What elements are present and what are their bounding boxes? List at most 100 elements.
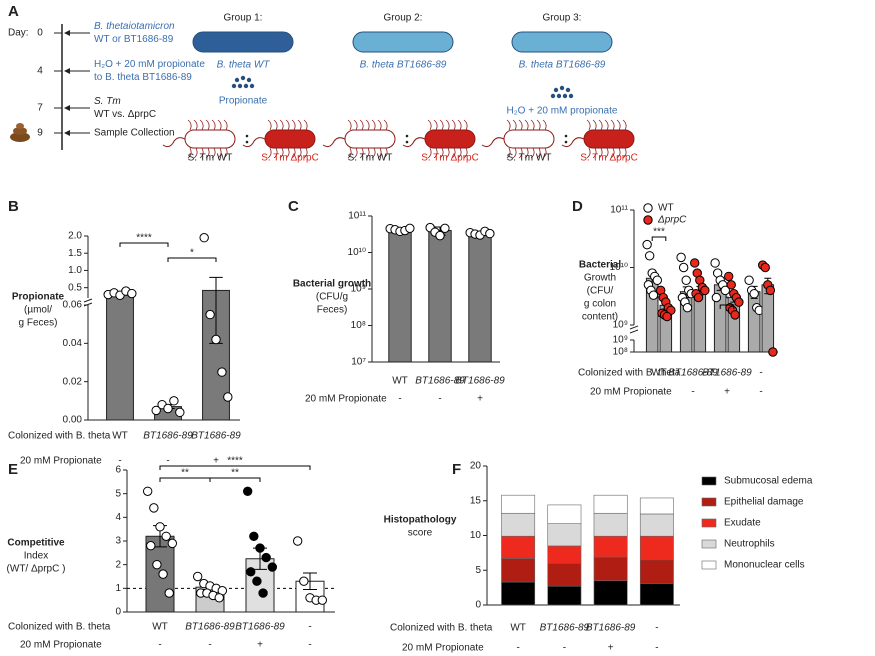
y-tick-label: 2.0 [68,231,82,242]
flagellum-tail [322,137,346,148]
data-point [142,486,153,496]
bar-segment [593,494,628,514]
data-point [223,392,233,402]
panel-letter: C [288,198,299,215]
data-point [435,230,445,241]
x-tick-label: BT1686-89 [455,376,505,387]
flagellum [371,119,376,159]
flagellum [616,119,621,159]
y-tick-label: 0.02 [63,376,83,387]
y-axis-label: Growth [584,273,616,284]
data-point [199,233,209,243]
y-tick-label: 5 [475,565,481,576]
propionate-flag: - [759,387,762,398]
strain-right: S. Tm ΔprpC [261,153,319,164]
propionate-molecule [562,93,568,99]
propionate-molecule [243,83,249,89]
significance-label: ** [231,468,239,479]
bar-segment [501,494,536,514]
y-axis-label: Histopathology [384,515,457,526]
y-tick-label: 10⁹ [351,284,366,295]
poop-icon [10,123,30,142]
propionate-flag: - [655,643,658,654]
bar-segment [639,559,674,584]
significance-bracket [167,257,217,262]
y-tick-label: 10⁹ [613,335,628,346]
data-point [217,367,227,377]
propionate-molecule [559,85,565,91]
propionate-molecule [565,87,571,93]
event-text: S. Tm [94,96,121,107]
flagellum [586,119,591,159]
bacterium [162,119,236,159]
bar-segment [501,581,536,606]
cell [583,129,635,149]
data-point [127,288,137,299]
propionate-molecule [568,93,574,99]
data-point [440,223,450,234]
x-tick-label: WT [651,368,667,379]
y-axis-label: Propionate [12,292,65,303]
strain-right: S. Tm ΔprpC [421,153,479,164]
data-point [734,297,744,307]
significance-bracket [159,465,311,470]
flagellum [273,119,278,159]
arrow-head [64,30,70,36]
y-tick-label: 3 [115,536,121,547]
data-point [726,280,736,290]
propionate-flag: - [691,387,694,398]
data-point [267,562,278,572]
panel-a: A [8,3,63,150]
data-point [249,531,259,541]
cell [344,129,396,149]
x-tick-label: BT1686-89 [235,622,285,633]
propionate-molecule [240,75,246,81]
bar-segment [547,504,582,524]
treatment: H₂O + 20 mM propionate [507,106,618,117]
legend-swatch [701,476,717,486]
row-label: 20 mM Propionate [590,387,672,398]
flagellum [451,119,456,159]
propionate-flag: - [208,640,211,651]
y-tick-label: 0.06 [63,300,83,311]
strain-right: S. Tm ΔprpC [580,153,638,164]
propionate-flag: - [438,394,441,405]
x-tick-label: BT1686-89 [185,622,235,633]
significance-label: * [725,295,729,306]
propionate-flag: - [158,640,161,651]
x-tick-label: BT1686-89 [586,623,636,634]
bar-segment [547,562,582,587]
strain: B. theta BT1686-89 [360,60,447,71]
data-point [164,588,174,598]
legend-label: Mononuclear cells [724,560,805,571]
data-point [214,593,224,603]
event-text: to B. theta BT1686-89 [94,72,192,83]
data-point [161,531,171,541]
legend-swatch [701,560,717,570]
row-label: Colonized with B. theta [578,368,681,379]
bar-segment [547,523,582,547]
bar-segment [593,580,628,606]
x-tick-label: BT1686-89 [540,623,590,634]
data-point [676,252,686,263]
data-point [151,405,161,416]
significance-label: *** [653,227,665,238]
bar [761,284,775,353]
strain: B. theta WT [217,60,271,71]
y-tick-label: 0.04 [63,338,83,349]
strain-left: S. Tm WT [507,153,552,164]
data-point [768,347,778,357]
data-point [642,239,652,250]
propionate-flag: + [608,643,614,654]
data-point [485,228,495,239]
data-point [744,275,754,285]
legend-label: Neutrophils [724,539,775,550]
x-tick-label: - [655,623,658,634]
y-axis-label: Competitive [7,538,65,549]
propionate-flag: - [166,456,169,467]
flagellum-tail [162,137,186,148]
data-point [693,292,704,303]
data-point [169,396,179,406]
data-point [644,251,655,261]
flagellum [604,119,609,159]
